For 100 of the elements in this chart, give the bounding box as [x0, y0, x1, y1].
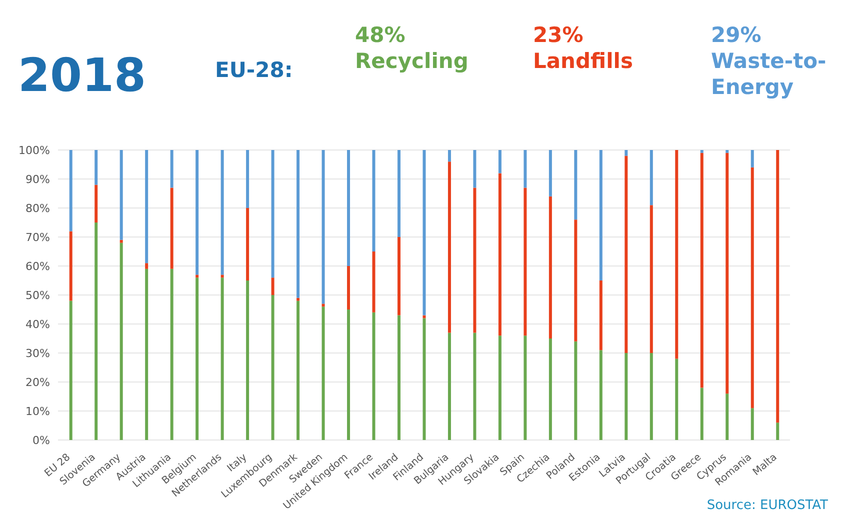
bar [94, 184, 98, 222]
bar [170, 188, 174, 269]
bar [548, 196, 552, 338]
bar [397, 315, 400, 440]
bar [524, 188, 527, 336]
bar [574, 341, 578, 440]
bar [473, 332, 476, 440]
bar [94, 150, 98, 185]
bar [120, 240, 123, 243]
bar [170, 150, 174, 188]
bar [347, 310, 350, 440]
bar [524, 336, 527, 440]
bar [448, 162, 451, 333]
bar [574, 150, 578, 220]
y-tick-label: 60% [26, 260, 50, 273]
bar [750, 150, 754, 168]
bar [473, 150, 476, 188]
bar [750, 167, 754, 408]
bar [650, 150, 653, 206]
bar [675, 358, 678, 440]
bar [448, 150, 451, 162]
bar [69, 150, 72, 232]
bar [422, 318, 426, 440]
bar [196, 274, 199, 278]
text: 29% [711, 22, 762, 48]
bar [296, 150, 300, 298]
bar [246, 150, 250, 208]
y-tick-label: 50% [26, 288, 50, 302]
bar [776, 150, 780, 423]
y-tick-label: 90% [26, 172, 50, 186]
bar [726, 152, 729, 394]
bar [120, 150, 123, 240]
bar [94, 222, 98, 440]
bar [624, 150, 628, 156]
y-tick-label: 10% [26, 404, 50, 418]
bar [650, 353, 653, 440]
text: Recycling [355, 48, 470, 74]
bar [145, 263, 148, 269]
bar [322, 150, 325, 304]
bar [145, 150, 148, 264]
bar [397, 237, 400, 316]
bar [750, 408, 754, 440]
bar [296, 300, 300, 440]
bar [624, 156, 628, 353]
y-tick-label: 100% [18, 144, 50, 157]
text: Waste-to-Energy [711, 48, 828, 100]
y-tick-label: 30% [26, 346, 50, 360]
bar [220, 150, 224, 275]
bar [322, 306, 325, 440]
bar [726, 394, 729, 440]
bar [69, 231, 72, 301]
chart-title: 2018 [18, 48, 146, 102]
bar [271, 278, 274, 295]
bar [473, 188, 476, 333]
chart-subtitle: EU-28: [215, 58, 293, 82]
bar [599, 350, 602, 440]
bar [170, 268, 174, 440]
y-tick-label: 70% [26, 230, 50, 244]
bar [700, 388, 704, 440]
bar [246, 208, 250, 280]
text: 23% [533, 22, 584, 48]
bar [296, 298, 300, 301]
bar [599, 280, 602, 350]
bar [145, 268, 148, 440]
y-tick-label: 80% [26, 202, 50, 215]
bar [196, 278, 199, 440]
bar [726, 150, 729, 153]
bar [372, 252, 376, 312]
y-tick-label: 20% [26, 376, 50, 389]
bar [448, 332, 451, 440]
bar [220, 278, 224, 440]
bar [69, 300, 72, 440]
bar [675, 150, 678, 359]
bar [548, 150, 552, 196]
bar [498, 336, 502, 440]
bar [548, 338, 552, 440]
bar [422, 150, 426, 316]
bar [220, 274, 224, 278]
bar [599, 150, 602, 280]
bar [347, 150, 350, 266]
bar [700, 150, 704, 153]
text: 48% [355, 22, 406, 48]
y-tick-label: 0% [32, 434, 50, 447]
bar [246, 280, 250, 440]
bar [498, 150, 502, 174]
bar [196, 150, 199, 275]
source-note: Source: EUROSTAT [706, 498, 828, 513]
bar [372, 312, 376, 440]
y-tick-label: 40% [26, 318, 50, 331]
bar [347, 266, 350, 310]
bar [120, 242, 123, 440]
text: Landfills [533, 48, 634, 74]
bar [624, 353, 628, 440]
bar [397, 150, 400, 237]
bar [700, 152, 704, 388]
bar [322, 304, 325, 307]
bar [271, 295, 274, 440]
bar [574, 220, 578, 342]
bar [776, 422, 780, 440]
bar [498, 173, 502, 336]
